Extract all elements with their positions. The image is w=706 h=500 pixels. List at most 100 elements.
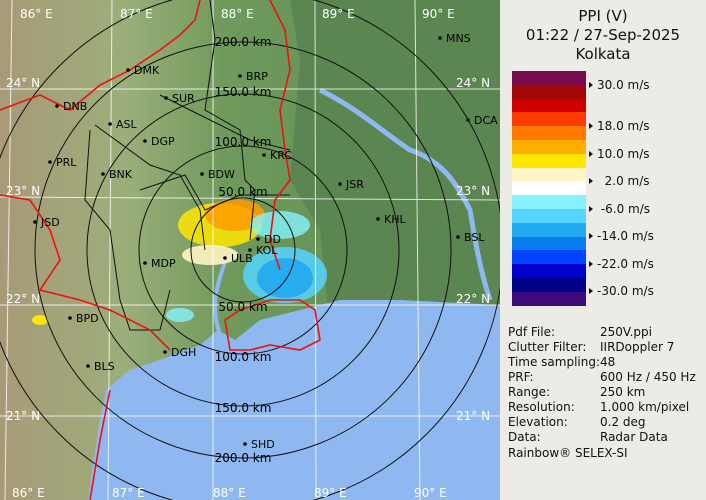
city-label: KOL — [256, 244, 278, 257]
lat-label-left: 23° N — [6, 184, 40, 198]
city-label: DNB — [63, 100, 87, 113]
range-rings — [0, 0, 500, 500]
info-row: PRF: 600 Hz / 450 Hz — [508, 370, 696, 384]
legend-color-band — [512, 98, 586, 113]
city-marker: BPD — [68, 312, 99, 325]
district-borders — [84, 0, 291, 331]
city-marker: JSR — [338, 178, 364, 191]
city-dot-icon — [338, 182, 342, 186]
lon-label-top: 86° E — [20, 7, 53, 21]
city-label: DMK — [134, 64, 160, 77]
city-marker: ULB — [223, 252, 253, 265]
legend-tick-label: -30.0 m/s — [589, 284, 654, 298]
meridian-line — [414, 0, 421, 500]
lon-label-top: 88° E — [221, 7, 254, 21]
river — [318, 87, 493, 301]
range-labels: 50.0 km 100.0 km 150.0 km 200.0 km 50.0 km 10… — [215, 35, 272, 465]
city-label: BSL — [464, 231, 485, 244]
datetime: 01:22 / 27-Sep-2025 — [525, 26, 681, 44]
city-marker: DD — [256, 233, 281, 246]
city-label: BNK — [109, 168, 133, 181]
credit: Rainbow® SELEX-SI — [508, 446, 628, 460]
city-dot-icon — [48, 160, 52, 164]
city-dot-icon — [163, 350, 167, 354]
legend-color-band — [512, 291, 586, 306]
city-label: ASL — [116, 118, 138, 131]
site-name: Kolkata — [575, 45, 631, 63]
city-marker: MDP — [143, 257, 176, 270]
city-marker: DGP — [143, 135, 175, 148]
info-value: Radar Data — [600, 430, 668, 444]
lon-label-top: 87° E — [120, 7, 153, 21]
legend-color-band — [512, 71, 586, 85]
range-label: 150.0 km — [215, 401, 272, 415]
city-dot-icon — [256, 237, 260, 241]
city-marker: BLS — [86, 360, 115, 373]
info-value: IIRDoppler 7 — [600, 340, 675, 354]
lon-label-bottom: 86° E — [12, 486, 45, 500]
range-label: 100.0 km — [215, 135, 272, 149]
info-row: Time sampling: 48 — [508, 355, 615, 369]
city-dot-icon — [376, 217, 380, 221]
city-label: SUR — [172, 92, 195, 105]
lon-label-top: 90° E — [422, 7, 455, 21]
info-label: Range: — [508, 385, 551, 399]
city-dot-icon — [456, 235, 460, 239]
city-markers: MNS DMK BRP DNB SUR ASL DCA DGP KRC PRL BNK BDW JSR J… — [33, 32, 498, 451]
meridian-line — [314, 0, 317, 500]
info-row: Clutter Filter: IIRDoppler 7 — [508, 340, 674, 354]
velocity-echoes — [32, 199, 327, 325]
city-dot-icon — [101, 172, 105, 176]
lat-label-left: 24° N — [6, 76, 40, 90]
lat-lon-grid — [0, 0, 500, 500]
city-marker: BDW — [200, 168, 235, 181]
legend-color-band — [512, 222, 586, 237]
city-marker: BSL — [456, 231, 485, 244]
city-marker: DNB — [55, 100, 87, 113]
city-dot-icon — [243, 442, 247, 446]
city-dot-icon — [223, 256, 227, 260]
city-marker: JSD — [33, 216, 60, 229]
city-dot-icon — [438, 36, 442, 40]
city-marker: ASL — [108, 118, 138, 131]
info-value: 600 Hz / 450 Hz — [600, 370, 696, 384]
lon-label-bottom: 88° E — [213, 486, 246, 500]
radar-map: 86° E 86° E 87° E 87° E 88° E 88° E 89° E 89° E… — [0, 0, 500, 500]
info-value: 250 km — [600, 385, 646, 399]
lon-label-bottom: 90° E — [414, 486, 447, 500]
legend-color-band — [512, 167, 586, 182]
city-dot-icon — [108, 122, 112, 126]
city-label: MDP — [151, 257, 176, 270]
lon-label-bottom: 89° E — [314, 486, 347, 500]
city-marker: MNS — [438, 32, 471, 45]
range-ring — [34, 41, 452, 459]
lat-label-left: 21° N — [6, 409, 40, 423]
lat-label-left: 22° N — [6, 292, 40, 306]
info-label: Clutter Filter: — [508, 340, 587, 354]
meridian-line — [4, 0, 13, 500]
legend-tick-label: -6.0 m/s — [589, 202, 650, 216]
legend-color-band — [512, 112, 586, 127]
state-borders — [0, 0, 321, 500]
city-marker: DCA — [466, 114, 498, 127]
range-label: 150.0 km — [215, 85, 272, 99]
legend-color-band — [512, 264, 586, 278]
legend-color-band — [512, 208, 586, 223]
legend-color-band — [512, 236, 586, 251]
velocity-color-legend — [512, 71, 586, 306]
info-row: Range: 250 km — [508, 385, 645, 399]
city-marker: KRC — [262, 149, 292, 162]
city-dot-icon — [143, 139, 147, 143]
city-dot-icon — [164, 96, 168, 100]
meridian-line — [107, 0, 113, 500]
city-marker: SUR — [164, 92, 195, 105]
city-dot-icon — [466, 118, 470, 122]
legend-color-band — [512, 139, 586, 154]
legend-tick-label: -22.0 m/s — [589, 257, 654, 271]
info-label: Elevation: — [508, 415, 568, 429]
bangladesh-land — [290, 0, 500, 330]
city-marker: KOL — [248, 244, 278, 257]
lat-label-right: 22° N — [456, 292, 490, 306]
city-label: DGH — [171, 346, 196, 359]
city-marker: BNK — [101, 168, 133, 181]
